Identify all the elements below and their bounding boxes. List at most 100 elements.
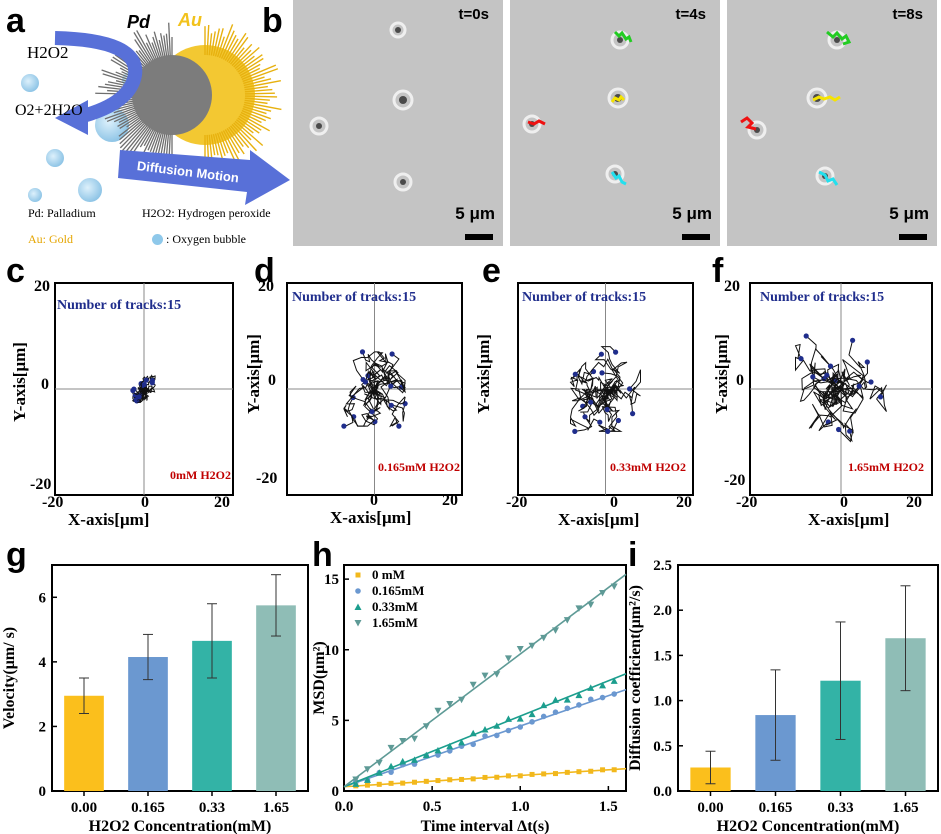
data-point — [469, 681, 477, 689]
data-point — [600, 767, 606, 773]
trajectory-panel-e: Number of tracks:15 0.33mM H2O2 Y-axis[μ… — [462, 260, 702, 540]
trajectory — [347, 388, 382, 427]
time-stamp: t=4s — [675, 6, 706, 23]
reaction-arrowhead — [55, 100, 88, 135]
trajectory-endpoint — [868, 379, 874, 385]
palladium-spike — [127, 122, 152, 155]
data-point — [505, 727, 512, 734]
data-point — [587, 601, 595, 609]
y-tick-label: 0 — [39, 784, 47, 800]
data-point — [517, 773, 523, 779]
trajectory — [814, 378, 843, 409]
legend-label: 1.65mM — [372, 615, 418, 630]
condition-label: 1.65mM H2O2 — [848, 460, 924, 474]
gold-spike — [233, 49, 252, 68]
tick-label: -20 — [724, 472, 746, 489]
gold-spike — [228, 126, 244, 147]
trajectory-endpoint — [864, 359, 870, 365]
trajectory-endpoint — [396, 423, 402, 429]
x-axis-title: Time interval Δt(s) — [421, 818, 550, 834]
tick-label: 0 — [141, 494, 149, 511]
palladium-spike — [104, 106, 140, 120]
palladium-spike — [168, 22, 172, 61]
data-point — [587, 684, 595, 691]
data-point — [375, 769, 383, 776]
gold-spike — [242, 68, 279, 83]
palladium-spike — [118, 117, 146, 141]
palladium-spike — [119, 118, 147, 145]
trajectory-endpoint — [605, 428, 611, 434]
gold-spike — [210, 134, 216, 156]
data-point — [446, 742, 454, 750]
x-tick-label: 0.00 — [71, 800, 97, 816]
y-tick-label: 6 — [39, 590, 47, 606]
gold-spike — [240, 67, 261, 79]
data-point — [576, 702, 582, 708]
palladium-spike — [133, 32, 155, 66]
gold-spike — [216, 132, 226, 157]
tick-label: 20 — [34, 278, 50, 295]
gold-spike — [236, 55, 255, 71]
y-tick-label: 1.0 — [653, 694, 672, 710]
gold-spike — [224, 129, 240, 154]
trajectory-endpoint — [613, 349, 619, 355]
diffusion-arrow — [118, 150, 290, 205]
trajectory-endpoint — [388, 383, 394, 389]
data-point — [422, 723, 430, 730]
trajectory — [348, 383, 375, 412]
track-count: Number of tracks:15 — [522, 290, 647, 305]
data-point — [504, 715, 512, 722]
track-red — [740, 116, 757, 131]
x-tick-label: 1.65 — [263, 800, 289, 816]
trajectory — [374, 388, 406, 428]
data-point — [411, 756, 418, 763]
y-tick-label: 4 — [39, 655, 47, 671]
tick-label: 0 — [370, 492, 378, 509]
track-yellow — [812, 95, 841, 102]
data-point — [447, 777, 453, 783]
data-point — [599, 694, 606, 701]
data-point — [540, 713, 547, 720]
micrograph-t8: t=8s 5 μm — [727, 0, 937, 246]
panel-label-i: i — [628, 536, 638, 574]
data-point — [482, 774, 488, 780]
gold-spike — [244, 92, 275, 95]
y-axis-label: Y-axis[μm] — [10, 342, 29, 422]
gold-spike — [243, 78, 272, 87]
bubble-legend-icon — [152, 234, 163, 245]
y-tick-label: 2.5 — [653, 558, 672, 574]
data-point — [363, 766, 371, 773]
data-point — [587, 696, 594, 703]
trajectory-endpoint — [572, 371, 578, 377]
trajectory-endpoint — [402, 401, 408, 407]
x-tick-label: 1.5 — [599, 799, 618, 815]
gold-spike — [226, 32, 247, 63]
h2o2-label: H2O2 — [27, 43, 69, 62]
y-tick-label: 5 — [332, 713, 340, 729]
gold-spike — [229, 125, 250, 149]
y-axis-title: Diffusion coefficient(μm²/s) — [627, 585, 644, 771]
trajectory — [570, 367, 606, 407]
trajectory — [374, 371, 406, 394]
trajectory-endpoint — [598, 351, 604, 357]
msd-line-chart: 0 5 10 15 0.0 0.5 1.0 1.5 0 mM0.165mM0.33mM1.65m… — [312, 564, 627, 834]
track-cyan — [818, 170, 839, 186]
tick-label: 0 — [268, 372, 276, 389]
data-point — [446, 748, 453, 754]
data-point — [528, 710, 536, 718]
legend-label: 0.165mM — [372, 583, 424, 598]
x-axis-label: X-axis[μm] — [68, 510, 150, 529]
tick-label: 20 — [214, 494, 230, 511]
tick-label: 20 — [442, 492, 458, 509]
gold-spike — [243, 76, 265, 85]
data-point — [517, 724, 524, 730]
legend-bubble: : Oxygen bubble — [166, 232, 246, 246]
trajectory — [143, 374, 156, 390]
data-point — [575, 691, 583, 699]
data-point — [434, 707, 442, 715]
gold-spike — [210, 31, 216, 56]
trajectory — [601, 372, 624, 398]
data-point — [423, 778, 429, 784]
trajectory-panel-c: Number of tracks:15 0mM H2O2 Y-axis[μm] … — [0, 260, 240, 540]
data-point — [435, 778, 441, 784]
